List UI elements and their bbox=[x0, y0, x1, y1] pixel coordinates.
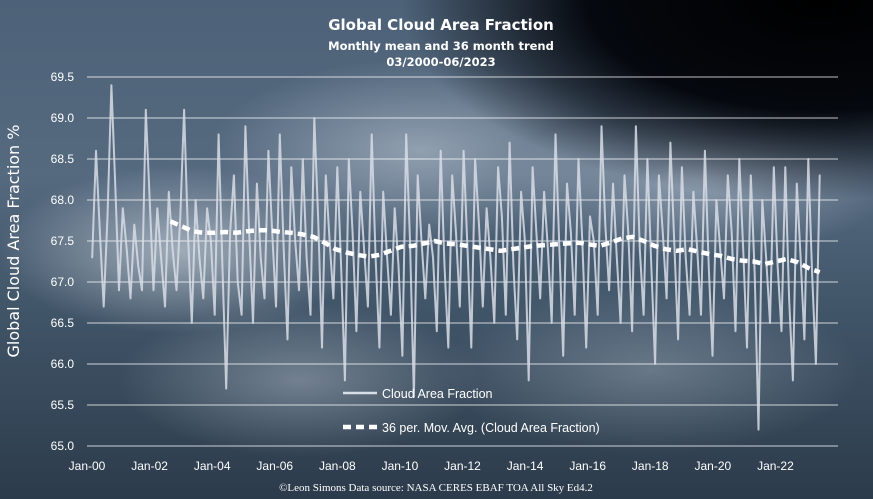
y-axis-ticks: 65.0 65.5 66.0 66.5 67.0 67.5 68.0 68.5 69.0 69.5 bbox=[51, 70, 75, 453]
series-layer bbox=[91, 84, 821, 431]
y-tick-label: 65.0 bbox=[51, 439, 75, 453]
y-tick-label: 66.0 bbox=[51, 357, 75, 371]
x-axis-ticks: Jan-00 Jan-02 Jan-04 Jan-06 Jan-08 Jan-10 Jan-… bbox=[69, 459, 794, 473]
y-tick-label: 69.0 bbox=[51, 111, 75, 125]
x-tick-label: Jan-10 bbox=[382, 459, 419, 473]
x-tick-label: Jan-22 bbox=[757, 459, 794, 473]
y-tick-label: 67.0 bbox=[51, 275, 75, 289]
chart-title: Global Cloud Area Fraction bbox=[328, 16, 554, 34]
gridlines bbox=[87, 76, 838, 447]
x-tick-label: Jan-06 bbox=[256, 459, 293, 473]
y-axis-label: Global Cloud Area Fraction % bbox=[4, 125, 23, 358]
legend: Cloud Area Fraction 36 per. Mov. Avg. (C… bbox=[343, 387, 600, 435]
series-line-moving-average bbox=[169, 219, 821, 275]
x-tick-label: Jan-00 bbox=[69, 459, 106, 473]
x-tick-label: Jan-02 bbox=[131, 459, 168, 473]
series-line-cloud-area-fraction bbox=[91, 84, 821, 431]
legend-label-cloud-area-fraction: Cloud Area Fraction bbox=[382, 387, 493, 401]
x-tick-label: Jan-16 bbox=[569, 459, 606, 473]
y-tick-label: 68.5 bbox=[51, 152, 75, 166]
x-tick-label: Jan-04 bbox=[194, 459, 231, 473]
x-tick-label: Jan-20 bbox=[694, 459, 731, 473]
y-tick-label: 65.5 bbox=[51, 398, 75, 412]
x-tick-label: Jan-14 bbox=[507, 459, 544, 473]
y-tick-label: 66.5 bbox=[51, 316, 75, 330]
y-tick-label: 69.5 bbox=[51, 70, 75, 84]
y-tick-label: 67.5 bbox=[51, 234, 75, 248]
chart-subtitle-line2: 03/2000-06/2023 bbox=[386, 55, 495, 69]
legend-label-moving-average: 36 per. Mov. Avg. (Cloud Area Fraction) bbox=[382, 421, 600, 435]
x-tick-label: Jan-08 bbox=[319, 459, 356, 473]
y-tick-label: 68.0 bbox=[51, 193, 75, 207]
data-source-credit: ©Leon Simons Data source: NASA CERES EBA… bbox=[279, 482, 593, 494]
chart-subtitle-line1: Monthly mean and 36 month trend bbox=[328, 39, 554, 53]
x-tick-label: Jan-12 bbox=[444, 459, 481, 473]
x-tick-label: Jan-18 bbox=[632, 459, 669, 473]
